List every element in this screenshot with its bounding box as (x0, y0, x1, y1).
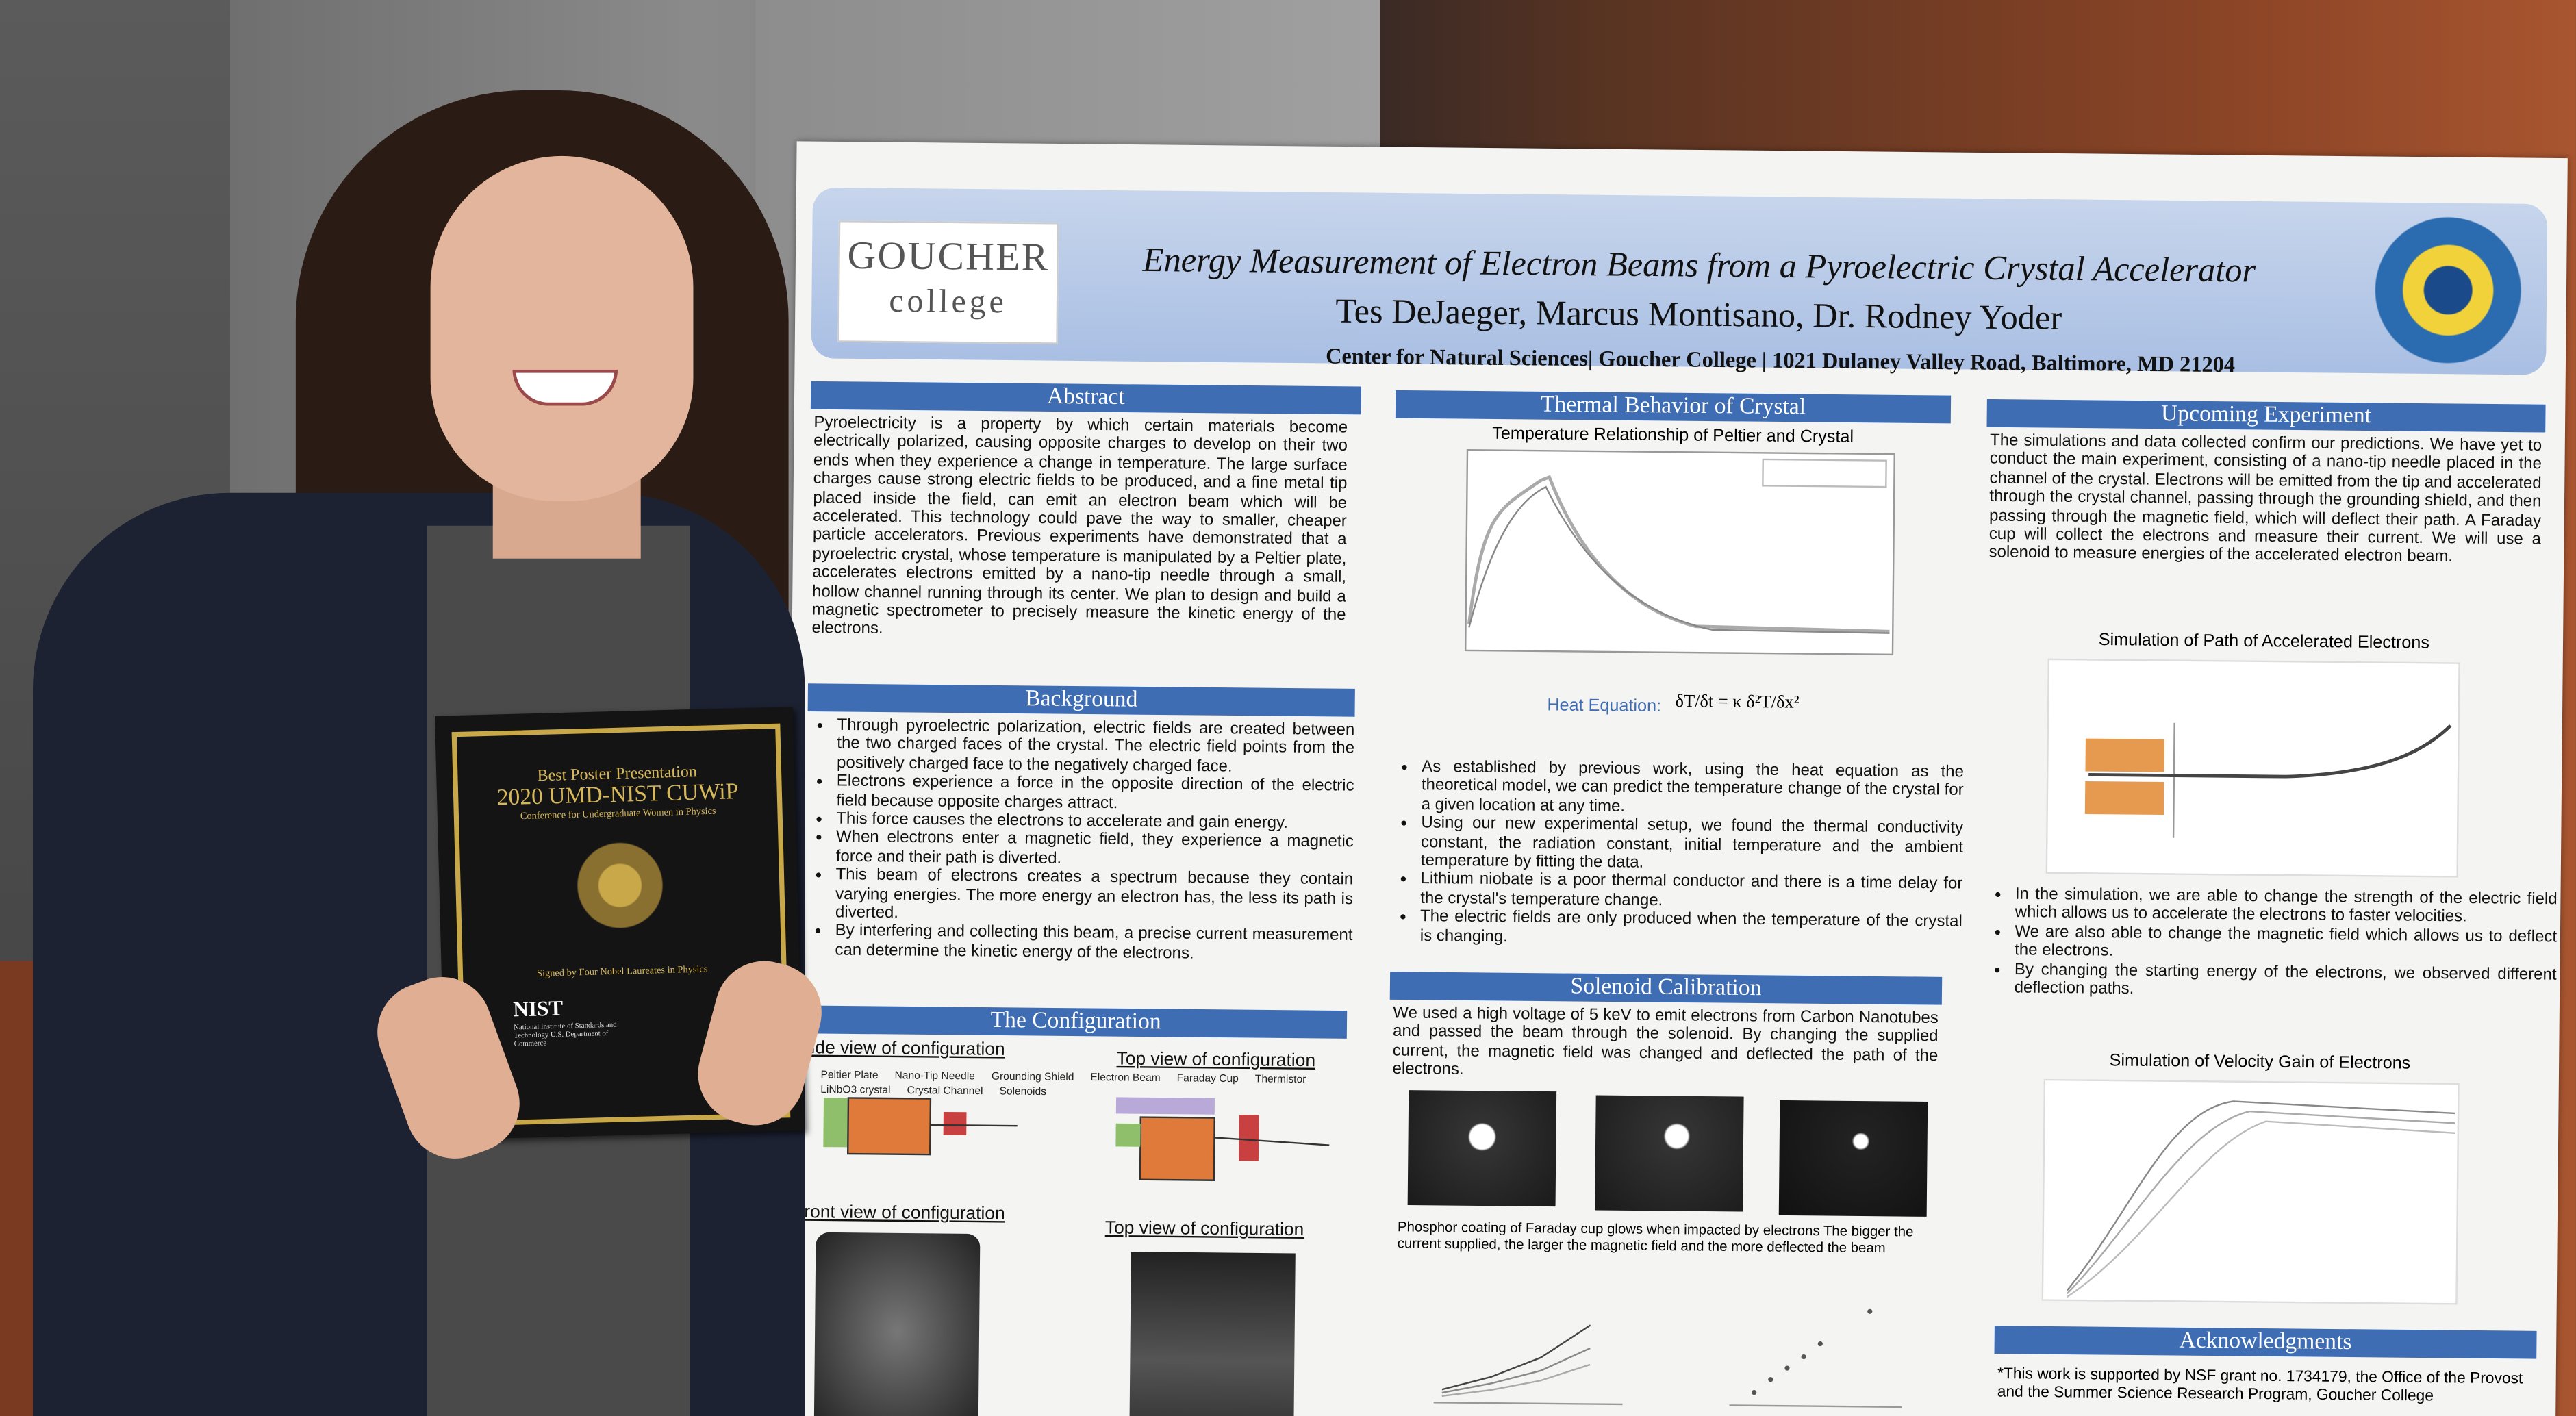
diagram-label: Crystal Channel (907, 1085, 983, 1098)
bullet-list: In the simulation, we are able to change… (1988, 885, 2558, 1003)
poster-title: Energy Measurement of Electron Beams fro… (1142, 240, 2256, 290)
acknowledgments-text: *This work is supported by NSF grant no.… (1997, 1365, 2523, 1406)
calibration-charts (1433, 1308, 1902, 1408)
diagram (823, 1097, 1330, 1181)
path-simulation (2045, 658, 2460, 878)
diagram-label: Thermistor (1254, 1074, 1306, 1086)
bullet: In the simulation, we are able to change… (2015, 886, 2558, 928)
diagram-label: Faraday Cup (1176, 1073, 1239, 1085)
bullet: By changing the starting energy of the e… (2014, 961, 2556, 1003)
phosphor-image (1778, 1100, 1928, 1217)
bullet-list: As established by previous work, using t… (1393, 758, 1964, 951)
bullet: The electric fields are only produced wh… (1420, 909, 1962, 951)
bullet: By interfering and collecting this beam,… (835, 923, 1352, 965)
bullet: When electrons enter a magnetic field, t… (836, 829, 1354, 872)
logo-text: GOUCHER (847, 235, 1050, 281)
emblem (2338, 215, 2538, 366)
chart-title: Simulation of Velocity Gain of Electrons (2109, 1050, 2411, 1074)
phosphor-image (1595, 1095, 1744, 1212)
diagram-label: LiNbO3 crystal (820, 1084, 891, 1097)
abstract-text: Pyroelectricity is a property by which c… (811, 414, 1348, 640)
section-heading: Acknowledgments (1994, 1326, 2537, 1359)
face (430, 155, 694, 501)
section-heading: Thermal Behavior of Crystal (1395, 390, 1952, 424)
solenoid-text: We used a high voltage of 5 keV to emit … (1392, 1004, 1939, 1080)
poster-header: GOUCHER college Energy Measurement of El… (811, 187, 2548, 377)
diagram-label: Nano-Tip Needle (894, 1070, 975, 1083)
section-heading: Solenoid Calibration (1389, 972, 1943, 1005)
caption: Front view of configuration (793, 1202, 1005, 1224)
bullet: We are also able to change the magnetic … (2015, 923, 2557, 965)
section-heading: Background (807, 683, 1355, 717)
bullet: Lithium niobate is a poor thermal conduc… (1420, 871, 1962, 913)
diagram-label: Grounding Shield (991, 1071, 1074, 1084)
phosphor-image (1407, 1090, 1557, 1207)
diagram-label: Peltier Plate (820, 1070, 879, 1082)
bullet: This beam of electrons creates a spectru… (835, 867, 1353, 928)
equation: δT/δt = κ δ²T/δx² (1675, 692, 1800, 713)
photo-top (1129, 1252, 1296, 1416)
temperature-chart (1464, 448, 1895, 656)
diagram-labels: Peltier Plate Nano-Tip Needle Grounding Sh… (820, 1070, 1346, 1101)
bullet: Electrons experience a force in the oppo… (836, 773, 1354, 816)
bullet: Through pyroelectric polarization, elect… (837, 717, 1354, 778)
logo-text: college (889, 283, 1007, 321)
logo: GOUCHER college (837, 220, 1059, 344)
caption: ide view of configuration (811, 1038, 1005, 1061)
section-heading: Abstract (810, 381, 1361, 415)
medallion (569, 835, 671, 936)
section-heading: The Configuration (805, 1005, 1348, 1039)
caption: Top view of configuration (1104, 1218, 1304, 1241)
caption: Phosphor coating of Faraday cup glows wh… (1397, 1218, 1914, 1256)
bullet-list: Through pyroelectric polarization, elect… (809, 716, 1354, 965)
photo-front (813, 1232, 981, 1416)
equation-label: Heat Equation: (1547, 695, 1662, 717)
bullet: Using our new experimental setup, we fou… (1421, 815, 1963, 876)
velocity-simulation (2041, 1078, 2460, 1305)
authors: Tes DeJaeger, Marcus Montisano, Dr. Rodn… (1335, 291, 2062, 338)
upcoming-text: The simulations and data collected confi… (1988, 431, 2542, 568)
affiliation: Center for Natural Sciences| Goucher Col… (1325, 343, 2236, 377)
section-heading: Upcoming Experiment (1986, 399, 2546, 433)
chart-title: Simulation of Path of Accelerated Electr… (2098, 630, 2430, 653)
bullet: As established by previous work, using t… (1422, 759, 1964, 820)
diagram-label: Solenoids (999, 1086, 1047, 1098)
poster: GOUCHER college Energy Measurement of El… (784, 141, 2568, 1416)
diagram-label: Electron Beam (1090, 1072, 1161, 1085)
